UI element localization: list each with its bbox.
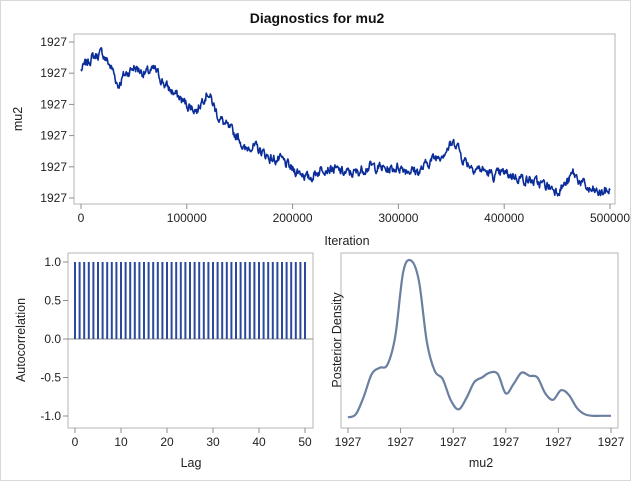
acf-x-tick-label: 20 xyxy=(160,435,174,449)
acf-y-tick-label: 0.5 xyxy=(44,294,61,308)
acf-x-tick-label: 30 xyxy=(206,435,220,449)
acf-y-axis: -1.0 -0.5 0.0 0.5 1.0 xyxy=(40,255,68,423)
acf-x-label: Lag xyxy=(181,456,202,470)
density-x-tick-label: 1927 xyxy=(335,435,362,449)
trace-y-tick-label: 1927 xyxy=(40,191,67,205)
acf-y-tick-label: -0.5 xyxy=(40,371,61,385)
density-panel: 1927 1927 1927 1927 1927 1927 mu2 Posterior D… xyxy=(330,252,625,470)
trace-y-tick-label: 1927 xyxy=(40,66,67,80)
acf-bars xyxy=(74,262,306,339)
trace-y-axis: 1927 1927 1927 1927 1927 1927 xyxy=(40,35,74,205)
autocorrelation-panel: -1.0 -0.5 0.0 0.5 1.0 0 10 20 30 40 50 Lag Autoco… xyxy=(14,252,314,470)
density-y-label: Posterior Density xyxy=(330,292,344,388)
trace-x-tick-label: 100000 xyxy=(167,211,207,225)
acf-y-tick-label: -1.0 xyxy=(40,409,61,423)
trace-x-tick-label: 200000 xyxy=(273,211,313,225)
acf-x-axis: 0 10 20 30 40 50 xyxy=(72,428,312,449)
trace-plot-area xyxy=(73,33,616,205)
trace-y-tick-label: 1927 xyxy=(40,35,67,49)
acf-y-label: Autocorrelation xyxy=(14,298,28,382)
acf-x-tick-label: 40 xyxy=(252,435,266,449)
acf-y-tick-label: 0.0 xyxy=(44,332,61,346)
density-x-tick-label: 1927 xyxy=(598,435,625,449)
density-x-tick-label: 1927 xyxy=(440,435,467,449)
trace-x-tick-label: 0 xyxy=(78,211,85,225)
acf-y-tick-label: 1.0 xyxy=(44,255,61,269)
acf-x-tick-label: 10 xyxy=(114,435,128,449)
acf-x-tick-label: 50 xyxy=(298,435,312,449)
trace-x-tick-label: 300000 xyxy=(378,211,418,225)
density-x-tick-label: 1927 xyxy=(387,435,414,449)
density-x-tick-label: 1927 xyxy=(545,435,572,449)
density-curve xyxy=(347,258,611,419)
trace-y-tick-label: 1927 xyxy=(40,97,67,111)
density-x-tick-label: 1927 xyxy=(492,435,519,449)
density-x-axis: 1927 1927 1927 1927 1927 1927 xyxy=(335,428,625,449)
trace-x-tick-label: 500000 xyxy=(590,211,630,225)
density-x-label: mu2 xyxy=(469,456,493,470)
chart-title: Diagnostics for mu2 xyxy=(250,10,385,26)
trace-panel: 1927 1927 1927 1927 1927 1927 0 100000 200000 30… xyxy=(11,33,630,248)
acf-x-tick-label: 0 xyxy=(72,435,79,449)
trace-x-tick-label: 400000 xyxy=(484,211,524,225)
trace-series-line xyxy=(80,47,611,197)
trace-y-tick-label: 1927 xyxy=(40,129,67,143)
trace-x-axis: 0 100000 200000 300000 400000 500000 xyxy=(78,204,630,225)
trace-y-tick-label: 1927 xyxy=(40,160,67,174)
density-plot-area xyxy=(340,252,619,429)
trace-y-label: mu2 xyxy=(11,107,25,131)
trace-x-label: Iteration xyxy=(324,234,369,248)
